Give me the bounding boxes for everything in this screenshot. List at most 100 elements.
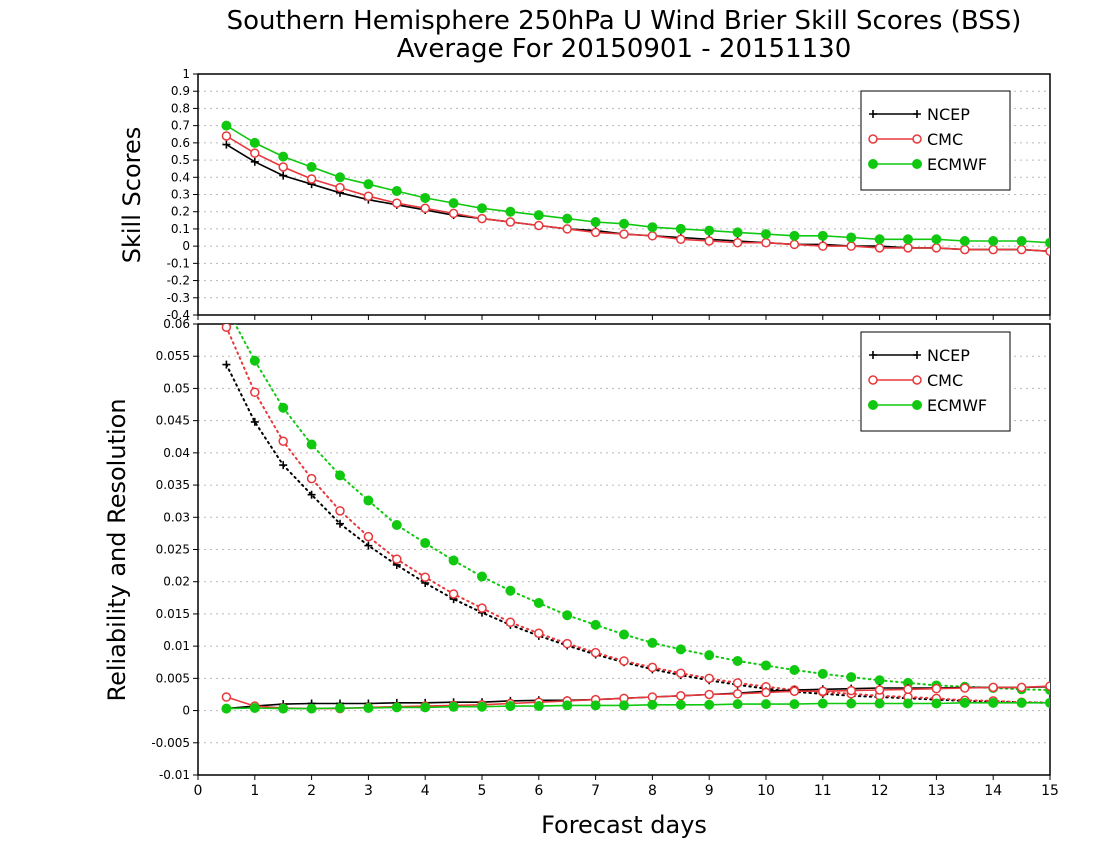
data-point (903, 698, 913, 709)
y-tick-label: 0.005 (156, 671, 190, 685)
y-tick-label: -0.1 (167, 256, 190, 270)
data-point (250, 417, 259, 426)
data-point (363, 191, 374, 201)
data-point (761, 229, 771, 240)
data-point (477, 701, 487, 712)
data-point (363, 531, 374, 542)
y-tick-label: 0.2 (171, 205, 190, 219)
ncep-resolution-series-line (225, 363, 1050, 704)
y-tick-label: 0.4 (171, 170, 190, 184)
data-point (789, 686, 800, 696)
legend-marker (912, 134, 922, 144)
data-point (392, 198, 402, 208)
data-point (704, 236, 714, 246)
data-point (249, 355, 260, 366)
data-point (307, 490, 316, 499)
data-point (335, 172, 345, 183)
data-point (676, 691, 686, 701)
y-tick-label: 0.6 (171, 136, 190, 150)
legend-item-ncep: NCEP (869, 346, 970, 365)
x-tick-label: 5 (478, 783, 487, 799)
y-tick-label: 0.055 (156, 349, 190, 363)
y-tick-label: 0.5 (171, 153, 190, 167)
data-point (1045, 237, 1050, 248)
data-point (590, 227, 601, 238)
data-point (249, 702, 260, 713)
data-point (477, 571, 487, 582)
data-point (1016, 244, 1027, 255)
legend-box (860, 331, 1011, 432)
data-point (704, 225, 715, 236)
data-point (817, 230, 828, 241)
data-point (789, 699, 800, 710)
data-point (619, 700, 629, 711)
data-point (960, 683, 970, 693)
data-point (533, 701, 544, 712)
legend-label: ECMWF (927, 155, 987, 174)
x-tick-label: 8 (648, 783, 657, 799)
data-point (335, 182, 345, 193)
chart-subtitle: Average For 20150901 - 20151130 (397, 34, 852, 64)
data-point (903, 243, 913, 253)
data-point (619, 229, 629, 239)
data-point (562, 700, 573, 711)
legend-label: NCEP (927, 105, 970, 124)
data-point (647, 699, 658, 710)
y-tick-label: 0.015 (156, 607, 190, 621)
data-point (647, 662, 658, 673)
legend-label: CMC (927, 371, 963, 390)
y-tick-label: 1 (182, 67, 190, 81)
data-point (874, 243, 885, 253)
data-point (931, 234, 942, 245)
data-point (477, 203, 487, 214)
y-tick-label: 0.9 (171, 84, 190, 98)
data-point (818, 686, 828, 696)
legend-marker (913, 110, 921, 118)
y-tick-label: 0.8 (171, 101, 190, 115)
x-tick-label: 11 (814, 783, 832, 799)
data-point (704, 650, 715, 661)
data-point (505, 701, 516, 712)
series-group (221, 120, 1050, 257)
legend-marker (869, 110, 877, 118)
data-point (1045, 246, 1050, 257)
chart-title: Southern Hemisphere 250hPa U Wind Brier … (227, 6, 1022, 36)
x-tick-label: 6 (534, 783, 543, 799)
reliability-panel: -0.01 -0.005 0 0.005 0.01 0.015 0.02 0.025 0.03 0… (103, 317, 1059, 839)
data-point (1045, 697, 1050, 708)
ecmwf-series (221, 697, 1050, 714)
data-point (647, 231, 658, 241)
data-point (619, 656, 629, 666)
data-point (761, 699, 771, 710)
data-point (420, 702, 431, 713)
data-point (477, 213, 487, 224)
data-point (278, 436, 288, 447)
data-point (590, 217, 601, 228)
data-point (306, 703, 317, 714)
legend-marker (868, 375, 878, 385)
legend-item-ncep: NCEP (869, 105, 970, 124)
x-tick-label: 13 (927, 783, 945, 799)
legend-marker (868, 134, 878, 144)
data-point (250, 157, 259, 166)
data-point (562, 638, 572, 649)
y-tick-label: 0.3 (171, 188, 190, 202)
data-point (420, 192, 431, 203)
data-point (704, 699, 715, 710)
x-tick-label: 9 (705, 783, 714, 799)
data-point (448, 208, 459, 219)
x-tick-label: 4 (421, 783, 430, 799)
data-point (647, 222, 658, 233)
data-point (336, 519, 344, 528)
data-point (931, 698, 942, 709)
data-point (534, 628, 544, 639)
y-tick-label: -0.2 (167, 274, 190, 288)
data-point (676, 234, 686, 245)
data-point (533, 597, 544, 608)
y-tick-label: 0.025 (156, 543, 190, 557)
data-point (221, 120, 232, 131)
data-point (221, 131, 232, 141)
data-point (363, 702, 374, 713)
x-tick-label: 1 (250, 783, 259, 799)
